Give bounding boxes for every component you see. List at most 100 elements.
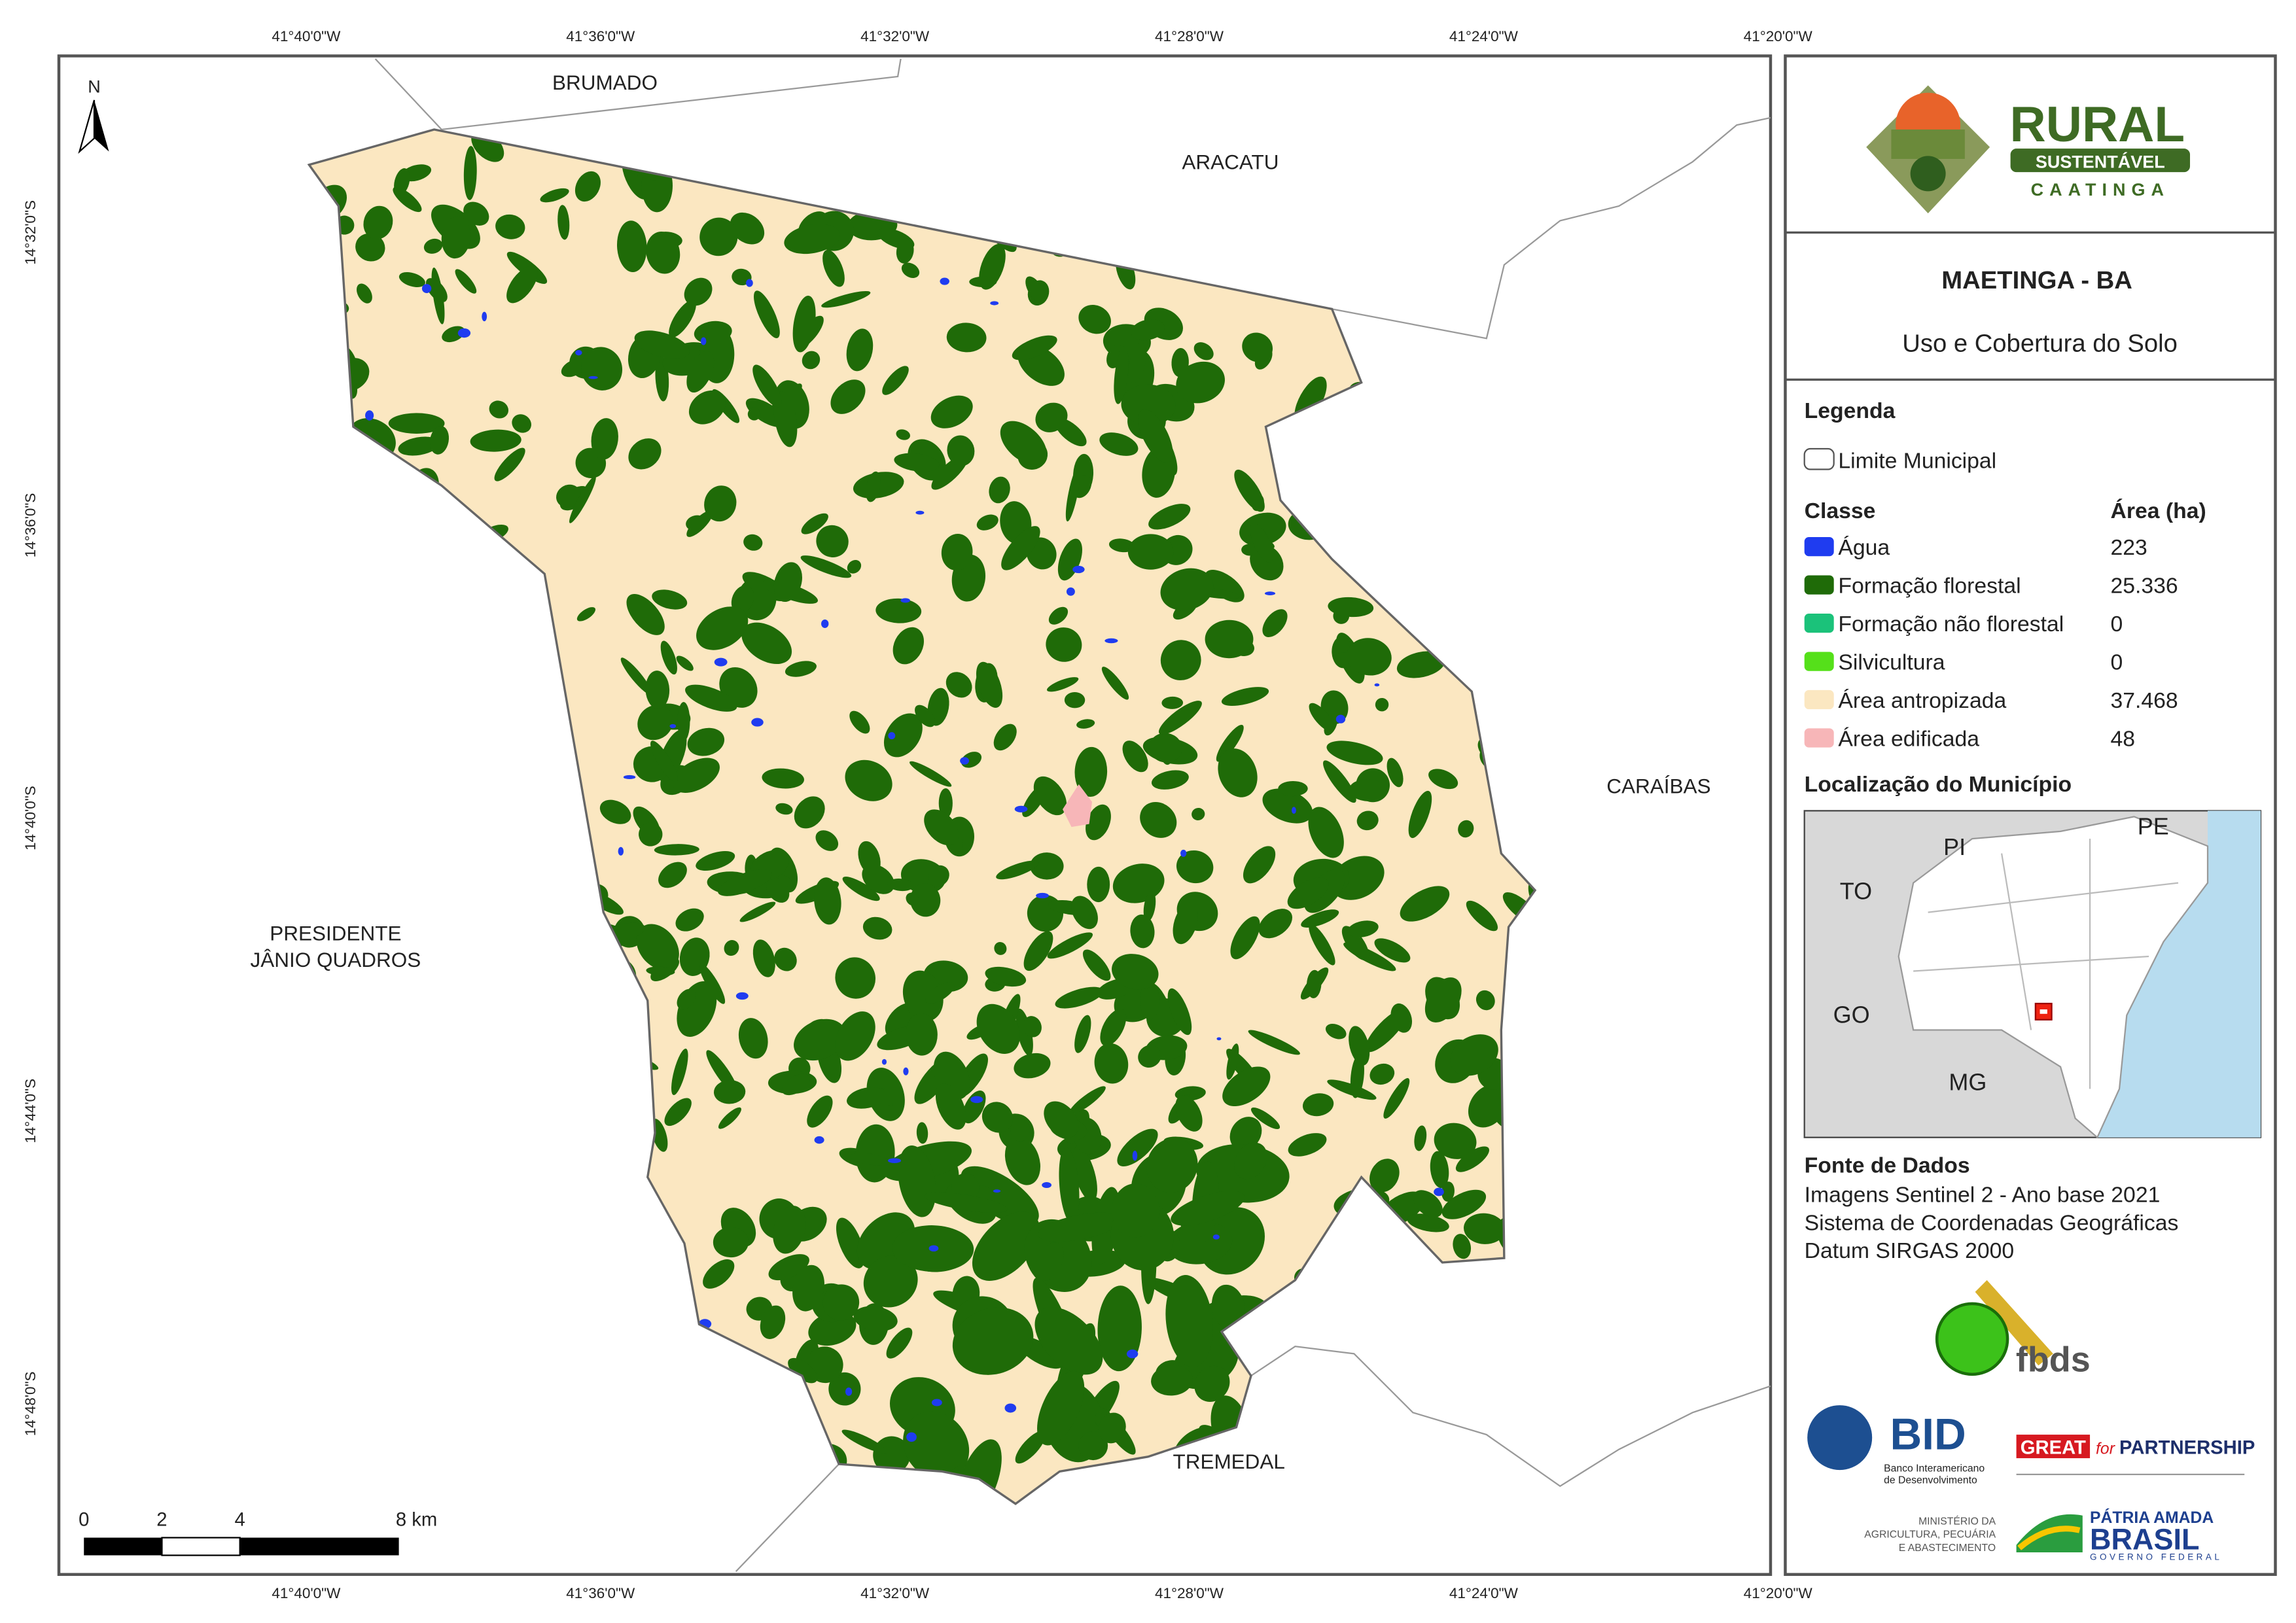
forest-patch: [906, 892, 919, 906]
forest-patch: [540, 188, 569, 203]
forest-patch: [1424, 977, 1462, 1022]
forest-patch: [1441, 1189, 1487, 1219]
forest-patch: [946, 323, 987, 353]
forest-patch: [1035, 402, 1068, 432]
forest-patch: [996, 860, 1039, 880]
forest-patch: [815, 830, 839, 851]
forest-patch: [901, 262, 920, 279]
logo-subtitle: SUSTENTÁVEL: [2036, 151, 2165, 171]
forest-patch: [1130, 915, 1155, 949]
forest-patch: [830, 379, 866, 414]
forest-patch: [664, 1098, 692, 1126]
forest-patch: [699, 963, 726, 1004]
water-body: [1042, 1182, 1052, 1189]
forest-patch: [580, 347, 623, 391]
forest-patch: [687, 727, 725, 756]
panel-subtitle: Uso e Cobertura do Solo: [1902, 330, 2178, 358]
forest-patch: [1278, 780, 1308, 797]
water-body: [1292, 807, 1296, 814]
forest-patch: [1328, 597, 1374, 618]
forest-patch: [938, 788, 953, 818]
forest-patch: [898, 1145, 936, 1217]
forest-patch: [677, 702, 690, 741]
forest-patch: [1216, 724, 1244, 762]
forest-patch: [1160, 640, 1201, 680]
forest-patch: [669, 300, 696, 338]
legend-area: 0: [2111, 650, 2123, 674]
forest-patch: [873, 1436, 911, 1474]
neighbor-label: ARACATU: [1182, 150, 1279, 174]
forest-patch: [1176, 361, 1225, 404]
forest-patch: [1302, 1093, 1334, 1117]
water-body: [1216, 1037, 1222, 1041]
forest-patch: [1074, 1015, 1091, 1053]
forest-patch: [1138, 1045, 1161, 1068]
forest-patch: [512, 414, 531, 433]
forest-patch: [947, 435, 975, 466]
water-body: [970, 1096, 983, 1104]
water-body: [960, 757, 970, 765]
water-body: [881, 1058, 887, 1065]
neighbor-label: PRESIDENTE: [270, 921, 401, 945]
forest-patch: [903, 1411, 970, 1480]
forest-patch: [1383, 1078, 1410, 1119]
water-body: [1132, 1151, 1138, 1161]
forest-patch: [1014, 1053, 1051, 1079]
forest-patch: [1176, 850, 1214, 884]
forest-patch: [766, 877, 790, 903]
forest-patch: [1167, 1221, 1233, 1265]
forest-patch: [1086, 804, 1111, 841]
coord-label: 41°32'0"W: [860, 28, 930, 44]
legend-swatch: [1804, 689, 1834, 710]
legend-area: 25.336: [2111, 573, 2178, 598]
forest-patch: [730, 212, 765, 245]
fbds-mark: [1975, 1280, 2053, 1366]
water-body: [714, 657, 728, 667]
forest-patch: [1165, 1275, 1213, 1367]
forest-patch: [1099, 432, 1139, 456]
forest-patch: [739, 901, 776, 922]
forest-patch: [1127, 534, 1174, 570]
forest-patch: [1248, 1030, 1300, 1055]
logo-emblem: [1866, 85, 1990, 214]
forest-patch: [883, 713, 923, 758]
forest-patch: [863, 1255, 918, 1308]
forest-patch: [1349, 1026, 1370, 1066]
forest-patch: [1408, 790, 1432, 839]
coord-label: 41°36'0"W: [566, 28, 635, 44]
forest-patch: [800, 555, 852, 578]
forest-patch: [429, 426, 450, 455]
forest-patch: [1407, 1213, 1449, 1232]
forest-patch: [941, 534, 973, 571]
forest-patch: [1468, 1084, 1508, 1128]
forest-patch: [1065, 466, 1080, 522]
forest-patch: [1288, 1133, 1327, 1157]
forest-patch: [1004, 1136, 1041, 1185]
brasil-mark: [2017, 1526, 2081, 1550]
forest-patch: [1250, 544, 1284, 581]
forest-patch: [1038, 1212, 1122, 1242]
forest-patch: [628, 438, 662, 470]
forest-patch: [1356, 811, 1379, 831]
forest-patch: [357, 283, 372, 304]
forest-patch: [802, 351, 821, 370]
neighbor-label: CARAÍBAS: [1606, 774, 1710, 797]
forest-patch: [718, 1107, 741, 1129]
forest-patch: [1350, 1054, 1364, 1098]
forest-patch: [1229, 1117, 1262, 1151]
forest-patch: [896, 429, 910, 440]
forest-patch: [569, 476, 596, 523]
forest-patch: [741, 622, 792, 665]
forest-patch: [1325, 1023, 1347, 1039]
built-area: [1063, 784, 1093, 828]
sources-heading: Fonte de Dados: [1805, 1153, 1970, 1178]
forest-patch: [1192, 807, 1205, 821]
legend-label: Formação florestal: [1838, 573, 2021, 598]
forest-patch: [1138, 410, 1173, 463]
forest-patch: [985, 966, 1027, 987]
forest-patch: [1347, 920, 1379, 937]
forest-patch: [1059, 1147, 1080, 1224]
forest-patch: [1287, 877, 1329, 909]
forest-patch: [574, 171, 601, 202]
state-label: PE: [2138, 812, 2169, 839]
